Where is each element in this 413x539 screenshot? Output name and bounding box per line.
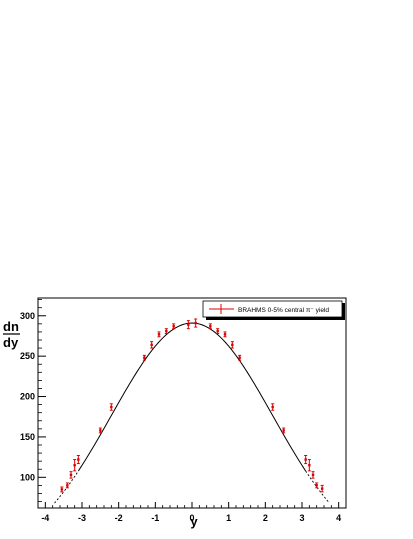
data-point xyxy=(60,486,64,493)
x-tick-label: 2 xyxy=(263,513,268,523)
point-marker xyxy=(308,463,311,467)
point-marker xyxy=(77,458,80,461)
point-marker xyxy=(69,473,73,477)
y-axis-ticks: 100 150 200 250 300 xyxy=(20,299,46,502)
x-tick-label: 1 xyxy=(226,513,231,523)
y-tick-label: 100 xyxy=(20,472,35,482)
point-marker xyxy=(66,484,69,487)
point-marker xyxy=(304,458,307,461)
point-marker xyxy=(165,329,168,333)
y-tick-label: 200 xyxy=(20,392,35,402)
point-marker xyxy=(311,473,315,477)
point-marker xyxy=(73,463,76,467)
point-marker xyxy=(143,356,146,359)
data-point xyxy=(320,484,324,493)
x-tick-label: 0 xyxy=(189,513,194,523)
point-marker xyxy=(238,356,241,359)
data-point xyxy=(150,341,154,349)
data-point xyxy=(315,482,319,489)
point-marker xyxy=(271,405,274,409)
point-marker xyxy=(172,325,175,328)
point-marker xyxy=(209,325,212,328)
data-point xyxy=(307,459,311,472)
data-point xyxy=(311,471,315,479)
data-point xyxy=(186,320,190,330)
data-point xyxy=(216,328,220,335)
data-point xyxy=(194,318,198,328)
x-tick-label: -1 xyxy=(151,513,159,523)
point-marker xyxy=(187,323,190,326)
fit-curve-solid xyxy=(77,322,307,472)
x-tick-label: 4 xyxy=(336,513,341,523)
point-marker xyxy=(231,343,234,347)
y-axis-label-top: dn xyxy=(3,319,19,334)
x-tick-label: -3 xyxy=(78,513,86,523)
y-tick-label: 300 xyxy=(20,311,35,321)
point-marker xyxy=(282,429,285,432)
point-marker xyxy=(157,333,161,336)
legend-box xyxy=(202,300,343,318)
data-point xyxy=(98,427,102,434)
data-point xyxy=(142,354,146,361)
data-point xyxy=(157,331,161,338)
x-tick-label: -2 xyxy=(115,513,123,523)
x-tick-label: -4 xyxy=(41,513,49,523)
point-marker xyxy=(315,484,318,487)
x-axis-label: y xyxy=(190,514,198,529)
data-point xyxy=(109,403,113,411)
point-marker xyxy=(60,488,64,491)
data-points-layer xyxy=(60,318,324,493)
data-point xyxy=(238,354,242,361)
data-point xyxy=(69,471,73,479)
data-point xyxy=(164,328,168,335)
data-point xyxy=(172,323,176,330)
y-tick-label: 250 xyxy=(20,351,35,361)
point-marker xyxy=(194,321,197,325)
data-point xyxy=(223,331,227,338)
data-point xyxy=(65,482,69,489)
y-tick-label: 150 xyxy=(20,432,35,442)
data-point xyxy=(271,403,275,411)
point-marker xyxy=(150,343,153,347)
x-axis-ticks: -4 -3 -2 -1 0 1 2 3 4 xyxy=(37,502,347,523)
point-marker xyxy=(216,329,219,333)
legend: BRAHMS 0-5% central π⁻ yield xyxy=(202,300,345,320)
data-point xyxy=(282,427,286,434)
point-marker xyxy=(110,405,113,409)
data-point xyxy=(73,459,77,472)
x-tick-label: 3 xyxy=(299,513,304,523)
legend-label: BRAHMS 0-5% central π⁻ yield xyxy=(238,307,329,314)
fit-curve-dashed-left xyxy=(54,470,79,504)
data-point xyxy=(230,341,234,349)
point-marker xyxy=(320,487,324,490)
point-marker xyxy=(99,429,102,432)
data-point xyxy=(208,323,212,330)
data-point xyxy=(304,455,308,465)
y-axis-label-bottom: dy xyxy=(3,335,19,350)
point-marker xyxy=(223,333,227,336)
data-point xyxy=(76,455,80,465)
